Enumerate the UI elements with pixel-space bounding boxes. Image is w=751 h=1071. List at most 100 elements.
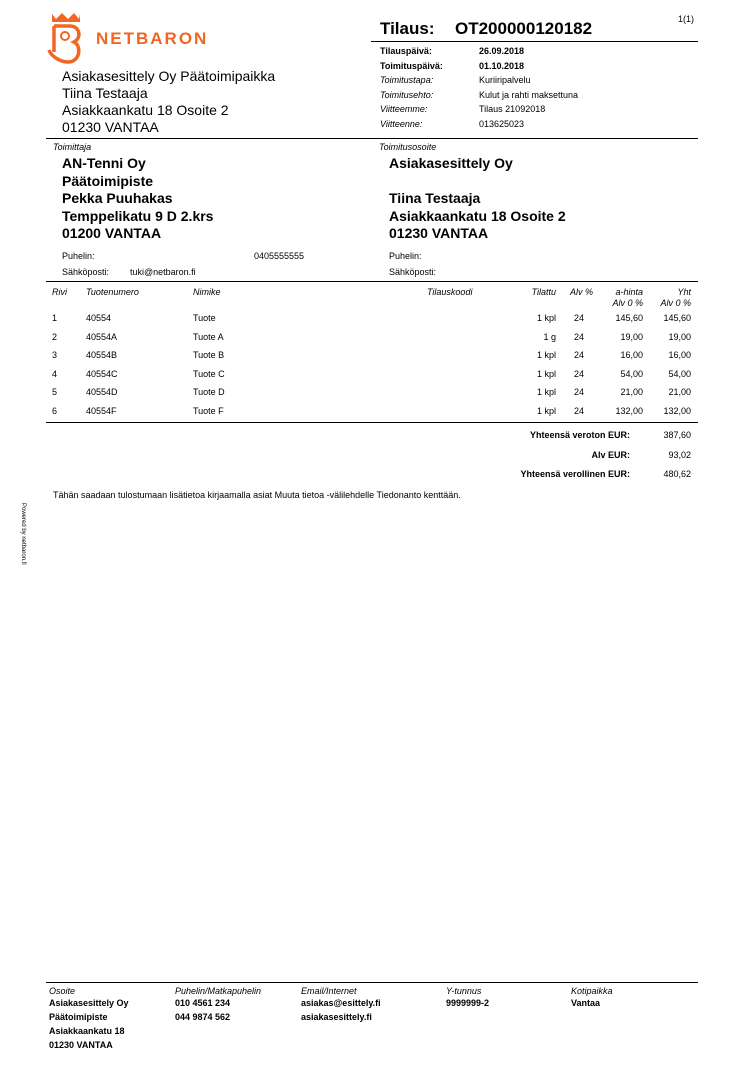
cell-tilattu: 1 kpl bbox=[536, 350, 556, 360]
cell-yht: 19,00 bbox=[668, 331, 691, 342]
col-tilauskoodi: Tilauskoodi bbox=[427, 287, 473, 297]
footer-heading: Osoite bbox=[49, 986, 76, 996]
baron-crown-icon bbox=[47, 13, 81, 64]
cell-rivi: 4 bbox=[52, 368, 58, 379]
netbaron-logo: NETBARON bbox=[46, 10, 206, 70]
cell-ahinta: 19,00 bbox=[620, 331, 643, 342]
delivery-heading: Toimitusosoite bbox=[379, 142, 437, 152]
divider bbox=[46, 982, 698, 983]
total-label: Yhteensä veroton EUR: bbox=[529, 430, 630, 440]
cell-yht: 145,60 bbox=[663, 313, 691, 323]
footer-value: asiakasesittely.fi bbox=[301, 1012, 372, 1022]
divider bbox=[371, 41, 698, 42]
customer-line: Tiina Testaaja bbox=[62, 85, 148, 101]
cell-tuotenumero: 40554A bbox=[86, 331, 118, 342]
supplier-heading: Toimittaja bbox=[53, 142, 92, 152]
cell-alv: 24 bbox=[574, 405, 585, 416]
cell-tilattu: 1 kpl bbox=[536, 313, 556, 323]
col-rivi: Rivi bbox=[52, 287, 67, 297]
cell-tilattu: 1 g bbox=[543, 331, 556, 342]
footer-value: 01230 VANTAA bbox=[49, 1040, 113, 1050]
cell-ahinta: 21,00 bbox=[620, 387, 643, 397]
order-info-label: Viitteemme: bbox=[380, 104, 428, 114]
footer-heading: Kotipaikka bbox=[571, 986, 613, 996]
cell-yht: 132,00 bbox=[663, 405, 691, 416]
note-text: Tähän saadaan tulostumaan lisätietoa kir… bbox=[53, 490, 461, 500]
supplier-line: Päätoimipiste bbox=[62, 172, 154, 189]
footer-value: 044 9874 562 bbox=[175, 1012, 231, 1022]
cell-nimike: Tuote A bbox=[193, 331, 224, 342]
order-number: OT200000120182 bbox=[455, 19, 593, 38]
supplier-email-label: Sähköposti: bbox=[62, 267, 110, 277]
cell-alv: 24 bbox=[574, 313, 585, 323]
supplier-line: 01200 VANTAA bbox=[62, 225, 162, 241]
order-info-value: 013625023 bbox=[479, 118, 525, 129]
col-nimike: Nimike bbox=[193, 287, 221, 297]
delivery-line: Asiakkaankatu 18 Osoite 2 bbox=[389, 207, 566, 224]
footer-value: 9999999-2 bbox=[446, 998, 490, 1008]
cell-nimike: Tuote D bbox=[193, 387, 225, 397]
supplier-line: Temppelikatu 9 D 2.krs bbox=[62, 207, 214, 224]
order-info-value: 26.09.2018 bbox=[479, 46, 525, 56]
col-alv: Alv % bbox=[570, 287, 594, 297]
footer-value: Vantaa bbox=[571, 998, 601, 1008]
col-yht-sub: Alv 0 % bbox=[660, 298, 691, 308]
delivery-phone-label: Puhelin: bbox=[389, 251, 422, 261]
order-info-label: Toimituspäivä: bbox=[380, 60, 443, 71]
cell-nimike: Tuote F bbox=[193, 405, 224, 416]
footer-value: Päätoimipiste bbox=[49, 1012, 108, 1022]
cell-nimike: Tuote C bbox=[193, 368, 225, 379]
cell-ahinta: 16,00 bbox=[620, 350, 643, 360]
total-value: 480,62 bbox=[663, 469, 691, 479]
footer-value: Asiakasesittely Oy bbox=[49, 998, 129, 1008]
footer-heading: Y-tunnus bbox=[446, 986, 482, 996]
cell-alv: 24 bbox=[574, 387, 585, 397]
cell-yht: 16,00 bbox=[668, 350, 691, 360]
footer-value: Asiakkaankatu 18 bbox=[49, 1026, 125, 1036]
cell-tuotenumero: 40554F bbox=[86, 405, 117, 416]
total-value: 387,60 bbox=[663, 430, 691, 440]
order-label: Tilaus: bbox=[380, 19, 435, 38]
order-title: Tilaus: OT200000120182 bbox=[380, 19, 592, 39]
customer-line: Asiakasesittely Oy Päätoimipaikka bbox=[62, 68, 276, 84]
divider bbox=[46, 281, 698, 282]
order-info-label: Viitteenne: bbox=[380, 118, 423, 129]
cell-rivi: 3 bbox=[52, 350, 58, 360]
col-ahinta-sub: Alv 0 % bbox=[612, 298, 643, 308]
cell-rivi: 6 bbox=[52, 405, 58, 416]
order-info-value: Kulut ja rahti maksettuna bbox=[479, 89, 579, 100]
customer-line: Asiakkaankatu 18 Osoite 2 bbox=[62, 102, 229, 118]
footer-heading: Puhelin/Matkapuhelin bbox=[175, 986, 262, 996]
delivery-line: 01230 VANTAA bbox=[389, 225, 489, 241]
supplier-phone: 0405555555 bbox=[254, 251, 305, 261]
logo-text: NETBARON bbox=[96, 29, 209, 48]
cell-tilattu: 1 kpl bbox=[536, 405, 556, 416]
cell-tuotenumero: 40554C bbox=[86, 368, 118, 379]
delivery-email-label: Sähköposti: bbox=[389, 267, 437, 277]
cell-yht: 54,00 bbox=[668, 368, 691, 379]
supplier-phone-label: Puhelin: bbox=[62, 251, 95, 261]
cell-rivi: 1 bbox=[52, 313, 58, 323]
cell-tilattu: 1 kpl bbox=[536, 368, 556, 379]
footer-value: 010 4561 234 bbox=[175, 998, 231, 1008]
supplier-line: Pekka Puuhakas bbox=[62, 190, 173, 206]
cell-rivi: 2 bbox=[52, 331, 58, 342]
order-info-value: 01.10.2018 bbox=[479, 60, 525, 71]
cell-ahinta: 132,00 bbox=[615, 405, 643, 416]
total-value: 93,02 bbox=[668, 449, 691, 460]
customer-line: 01230 VANTAA bbox=[62, 119, 159, 135]
cell-tuotenumero: 40554B bbox=[86, 350, 118, 360]
powered-by: Powered by netbaron.fi bbox=[20, 503, 26, 565]
order-info-label: Toimitusehto: bbox=[380, 89, 434, 100]
divider bbox=[46, 138, 698, 139]
order-info-label: Tilauspäivä: bbox=[380, 46, 432, 56]
cell-nimike: Tuote B bbox=[193, 350, 225, 360]
cell-tuotenumero: 40554D bbox=[86, 387, 118, 397]
cell-rivi: 5 bbox=[52, 387, 58, 397]
cell-ahinta: 145,60 bbox=[615, 313, 643, 323]
supplier-email[interactable]: tuki@netbaron.fi bbox=[130, 267, 196, 277]
col-ahinta: a-hinta bbox=[615, 287, 643, 297]
delivery-line: Tiina Testaaja bbox=[389, 190, 481, 206]
delivery-line: Asiakasesittely Oy bbox=[389, 155, 513, 171]
cell-yht: 21,00 bbox=[668, 387, 691, 397]
